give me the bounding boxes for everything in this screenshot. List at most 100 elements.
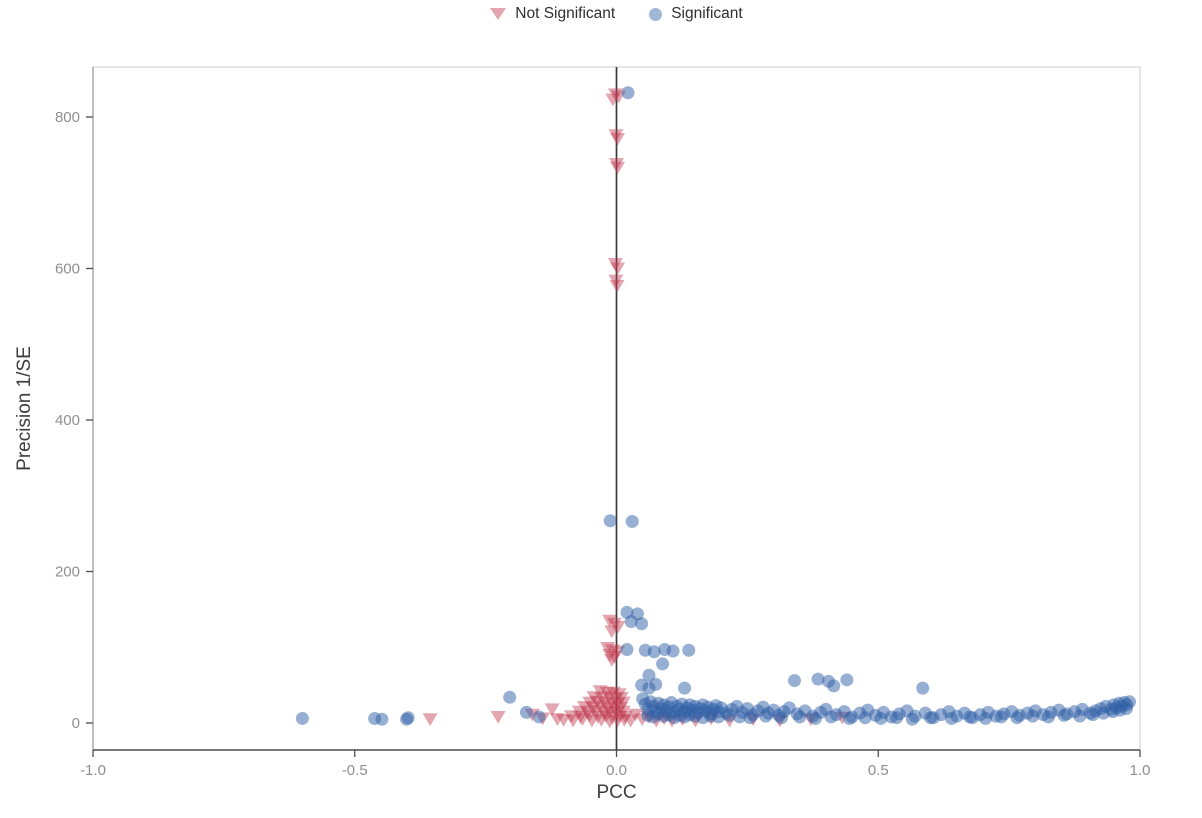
legend-label-not-significant: Not Significant — [515, 5, 616, 22]
data-point — [621, 86, 635, 100]
data-point — [682, 643, 696, 657]
y-tick-label: 600 — [55, 261, 80, 278]
data-point — [605, 644, 621, 658]
data-point — [1041, 710, 1055, 724]
legend-label-significant: Significant — [671, 5, 743, 22]
y-axis-title: Precision 1/SE — [14, 346, 35, 471]
data-point — [1073, 709, 1087, 723]
y-tick-label: 200 — [55, 564, 80, 581]
data-point — [604, 711, 620, 725]
data-point — [603, 696, 619, 710]
data-point — [295, 711, 309, 725]
circle-marker-icon — [649, 7, 663, 21]
data-point — [549, 713, 565, 726]
data-point — [793, 710, 807, 724]
y-tick-label: 400 — [55, 412, 80, 429]
data-point — [656, 657, 670, 671]
data-point — [593, 700, 609, 714]
data-point — [563, 710, 579, 723]
data-point — [610, 262, 626, 276]
data-point — [808, 711, 822, 725]
data-point — [743, 711, 757, 725]
data-point — [490, 710, 506, 724]
x-axis-title: PCC — [596, 782, 636, 803]
data-point — [610, 161, 626, 175]
data-point — [586, 691, 602, 704]
data-point — [556, 714, 572, 727]
data-point — [774, 711, 788, 725]
data-point — [532, 710, 546, 724]
data-point — [592, 685, 608, 698]
data-point — [608, 274, 624, 288]
data-point — [401, 711, 415, 725]
data-point — [606, 701, 622, 714]
data-point — [827, 679, 841, 693]
data-point — [635, 617, 649, 631]
data-point — [605, 686, 621, 700]
data-point — [601, 690, 617, 704]
data-point — [604, 654, 620, 667]
data-point — [574, 713, 590, 726]
data-point — [607, 257, 623, 271]
data-point — [824, 710, 838, 724]
data-point — [584, 714, 600, 728]
data-point — [603, 514, 617, 528]
data-point — [994, 710, 1008, 724]
data-point — [580, 706, 596, 720]
data-point — [1057, 708, 1071, 722]
data-point — [607, 88, 623, 102]
data-point — [615, 696, 631, 710]
data-point — [624, 614, 638, 628]
data-point — [1119, 702, 1133, 716]
data-point — [963, 710, 977, 724]
data-point — [1026, 709, 1040, 723]
data-point — [582, 696, 598, 710]
data-point — [874, 711, 888, 725]
data-point — [519, 705, 533, 719]
data-point — [577, 701, 593, 714]
data-point — [666, 644, 680, 658]
data-point — [649, 677, 663, 691]
data-point — [611, 710, 627, 723]
triangle-down-marker-icon — [490, 8, 507, 20]
data-point — [610, 714, 626, 728]
data-point — [565, 714, 581, 728]
data-point — [979, 711, 993, 725]
data-point — [905, 712, 919, 726]
data-point — [581, 709, 597, 723]
data-point — [588, 704, 604, 718]
data-point — [625, 515, 639, 529]
data-point — [609, 158, 624, 171]
data-point — [787, 674, 801, 688]
data-point — [945, 711, 959, 725]
data-point — [642, 668, 656, 682]
data-point — [607, 692, 623, 706]
x-tick-label: 1.0 — [1130, 762, 1151, 779]
data-point — [890, 711, 904, 725]
data-point — [842, 711, 856, 725]
data-point — [604, 625, 620, 639]
data-point — [602, 715, 618, 729]
data-point — [609, 706, 624, 720]
x-tick-label: -0.5 — [342, 762, 368, 779]
data-point — [610, 698, 626, 711]
data-point — [613, 692, 629, 705]
data-point — [613, 701, 629, 715]
legend-item-significant: Significant — [649, 5, 743, 23]
data-point — [571, 705, 587, 719]
data-point — [759, 709, 773, 723]
data-point — [627, 708, 643, 722]
data-point — [617, 710, 633, 724]
data-point — [422, 713, 438, 726]
data-point — [606, 651, 622, 664]
data-point — [605, 93, 621, 107]
data-point — [647, 645, 661, 659]
data-point — [620, 643, 634, 657]
data-point — [602, 705, 618, 719]
plot-legend: Not Significant Significant — [93, 5, 1140, 23]
data-point — [598, 710, 614, 723]
data-point — [606, 617, 622, 631]
data-point — [610, 133, 626, 146]
y-tick-label: 800 — [55, 109, 80, 126]
